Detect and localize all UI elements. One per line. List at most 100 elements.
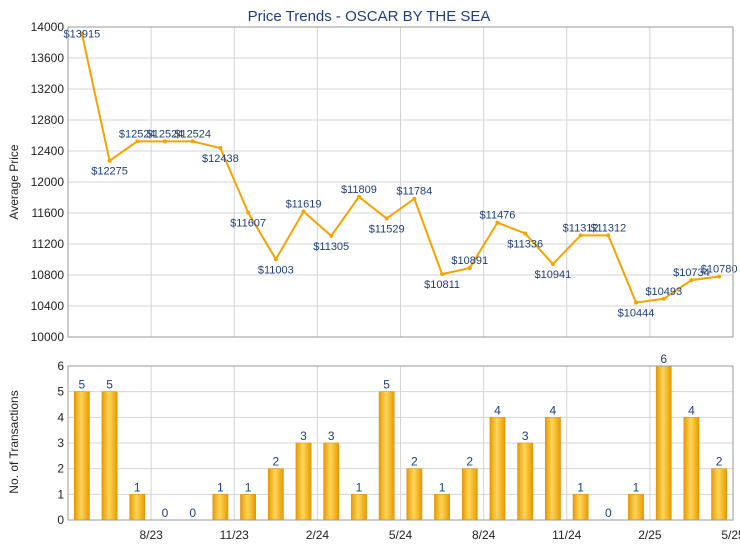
transaction-bar (683, 417, 700, 521)
transaction-bar (489, 417, 506, 521)
line-point (301, 209, 306, 214)
bar-data-label: 0 (162, 506, 169, 520)
line-data-label: $12524 (174, 128, 211, 140)
line-data-label: $10444 (618, 308, 655, 320)
bar-y-tick-label: 2 (57, 462, 64, 476)
line-point (384, 216, 389, 221)
transaction-bar (434, 494, 450, 521)
line-y-tick-label: 10000 (31, 330, 65, 344)
line-y-tick-label: 10800 (31, 268, 65, 282)
bar-data-label: 5 (106, 378, 113, 392)
bar-data-label: 1 (134, 480, 141, 494)
line-data-label: $10780 (701, 264, 738, 276)
line-grid (68, 26, 734, 338)
bars (73, 365, 728, 521)
transaction-bar (461, 468, 478, 521)
bar-x-ticks: 8/23 11/23 2/24 5/24 8/24 11/24 2/25 5/25 (139, 528, 740, 542)
chart-title: Price Trends - OSCAR BY THE SEA (248, 8, 491, 25)
bar-x-tick-label: 11/24 (552, 528, 581, 542)
line-chart-panel: 10000 10400 10800 11200 11600 12000 12400 12800… (7, 20, 738, 344)
bar-data-labels: 5 5 1 0 0 1 1 2 3 3 1 5 2 1 2 4 3 4 1 0 1 6 4 2 (79, 352, 723, 520)
line-point (190, 139, 195, 144)
transaction-bar (351, 494, 367, 521)
bar-y-tick-label: 6 (57, 359, 64, 373)
line-y-tick-label: 10400 (31, 299, 65, 313)
bar-data-label: 6 (660, 352, 667, 366)
bar-y-tick-label: 5 (57, 385, 64, 399)
bar-x-tick-label: 5/24 (389, 528, 413, 542)
line-data-label: $11003 (258, 264, 294, 276)
line-point (606, 233, 611, 238)
bar-data-label: 4 (688, 403, 695, 417)
line-point (550, 262, 555, 267)
line-point (107, 158, 112, 163)
line-point (218, 146, 223, 151)
transaction-bar (323, 442, 340, 521)
line-point (329, 233, 334, 238)
line-data-label: $11607 (230, 217, 266, 229)
line-point (634, 300, 639, 305)
line-data-label: $11809 (341, 184, 377, 196)
transaction-bar (295, 442, 312, 521)
line-data-label: $11312 (590, 222, 626, 234)
bar-y-tick-label: 4 (57, 410, 64, 424)
bar-x-tick-label: 5/25 (721, 528, 740, 542)
transaction-bar (655, 365, 672, 521)
line-y-tick-label: 12400 (31, 144, 65, 158)
line-point (440, 272, 445, 277)
bar-data-label: 1 (633, 480, 640, 494)
bar-data-label: 2 (716, 455, 723, 469)
line-data-label: $10493 (645, 286, 682, 298)
transaction-bar (73, 391, 90, 521)
line-data-label: $12524 (147, 128, 184, 140)
line-point (523, 231, 528, 236)
bar-plot-frame (67, 365, 734, 521)
bar-x-tick-label: 2/24 (306, 528, 330, 542)
transaction-bar (240, 494, 256, 521)
transaction-bar (212, 494, 229, 521)
line-point (661, 296, 666, 301)
transaction-bar (711, 468, 728, 521)
bar-data-label: 3 (328, 429, 335, 443)
line-plot-frame (67, 26, 734, 338)
line-point (467, 265, 472, 270)
bar-y-ticks: 0 1 2 3 4 5 6 (57, 359, 64, 527)
bar-data-label: 2 (466, 455, 473, 469)
line-data-label: $11476 (480, 210, 516, 222)
line-data-label: $11305 (313, 241, 349, 253)
line-points (79, 31, 722, 305)
line-y-tick-label: 13600 (31, 51, 65, 65)
bar-data-label: 2 (411, 455, 418, 469)
line-y-tick-label: 12000 (31, 175, 65, 189)
bar-data-label: 3 (522, 429, 529, 443)
bar-data-label: 5 (79, 378, 86, 392)
line-point (717, 274, 722, 279)
bar-y-tick-label: 1 (57, 487, 64, 501)
transaction-bar (378, 391, 395, 521)
line-point (412, 196, 417, 201)
bar-data-label: 4 (494, 403, 501, 417)
transaction-bar (267, 468, 284, 521)
line-y-tick-label: 11200 (32, 237, 65, 251)
transaction-bar (129, 494, 146, 521)
line-data-label: $10891 (451, 255, 488, 267)
line-y-tick-label: 13200 (31, 82, 65, 96)
line-data-label: $10734 (673, 267, 710, 279)
bar-data-label: 0 (605, 506, 612, 520)
bar-data-label: 1 (439, 480, 446, 494)
line-y-tick-label: 11600 (32, 206, 65, 220)
bar-data-label: 4 (550, 403, 557, 417)
line-y-axis-label: Average Price (7, 144, 21, 219)
line-point (578, 233, 583, 238)
transaction-bar (517, 442, 534, 521)
line-data-label: $12275 (91, 166, 128, 178)
line-y-ticks: 10000 10400 10800 11200 11600 12000 12400 12800… (31, 20, 65, 344)
bar-data-label: 1 (217, 480, 224, 494)
bar-y-tick-label: 0 (57, 513, 64, 527)
line-data-label: $12438 (202, 153, 239, 165)
bar-data-label: 3 (300, 429, 307, 443)
line-data-label: $10811 (424, 279, 460, 291)
bar-data-label: 5 (383, 378, 390, 392)
transaction-bar (572, 494, 589, 521)
bar-y-axis-label: No. of Transactions (7, 390, 21, 493)
